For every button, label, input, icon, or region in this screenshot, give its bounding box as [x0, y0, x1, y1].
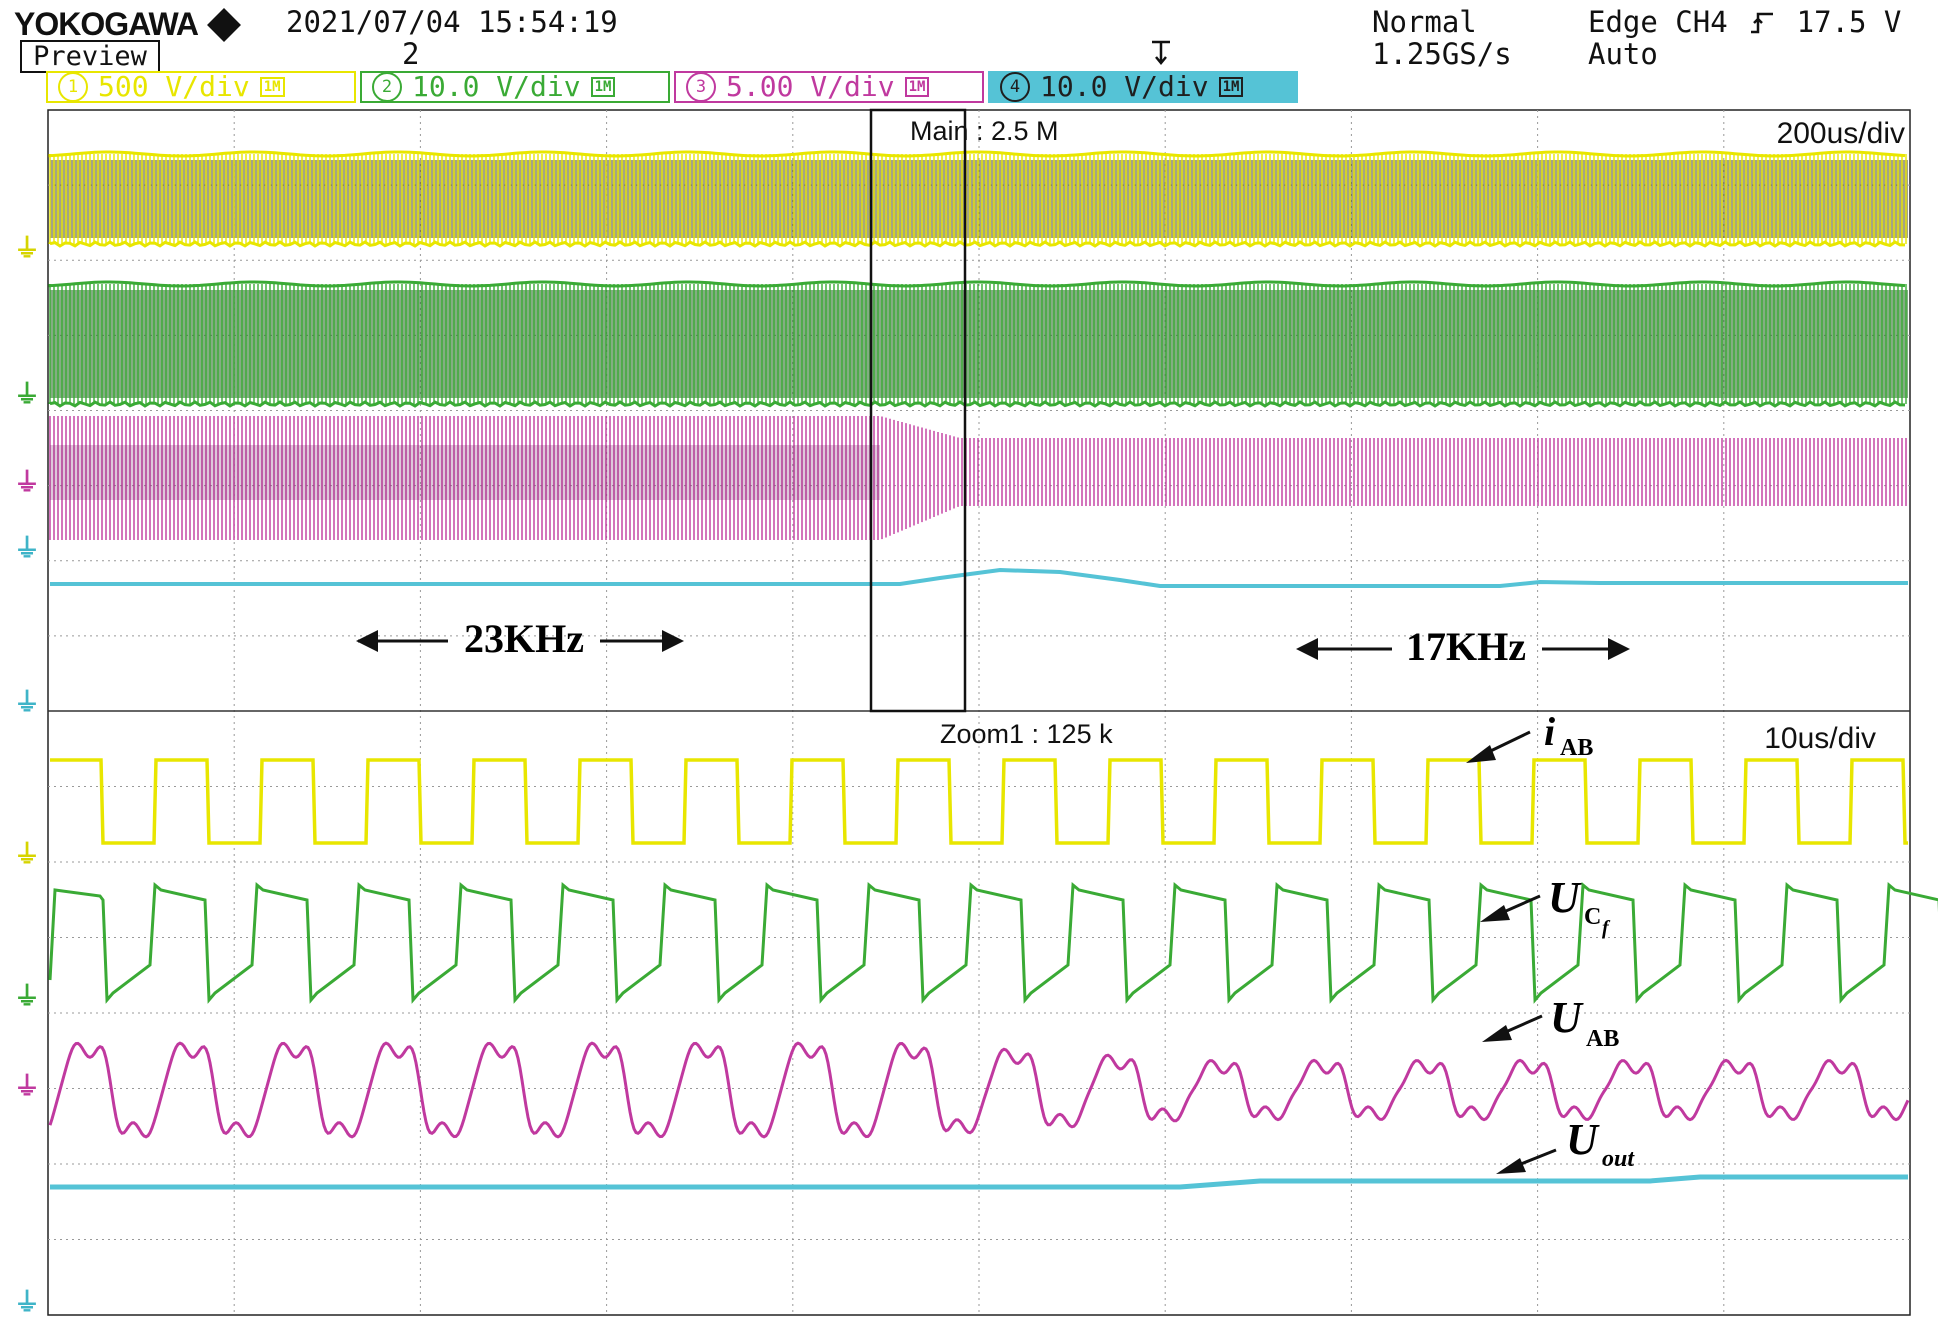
arrow-right-icon: [1608, 638, 1630, 660]
zoom-region-box: [869, 108, 967, 713]
main-trace-ucf: [48, 280, 1908, 408]
zoom-window-traces: [48, 758, 1938, 1190]
bandwidth-badge: 1M: [259, 77, 285, 97]
ground-marker-zoom-ch3[interactable]: ⏚: [14, 1072, 41, 1102]
label-ucf: U C f: [1480, 873, 1611, 939]
label-uout-sub: out: [1602, 1146, 1635, 1172]
trigger-position-icon: [1150, 38, 1172, 72]
label-iab-main: i: [1544, 709, 1555, 754]
ground-marker-ch4[interactable]: ⏚: [14, 534, 41, 564]
ground-marker-zoom-ch2[interactable]: ⏚: [14, 982, 41, 1012]
main-trace-iab: [48, 150, 1908, 248]
main-trace-uab-lines: [49, 416, 1907, 540]
channel-3-scale[interactable]: 3 5.00 V/div 1M: [674, 71, 984, 103]
label-uab-main: U: [1550, 993, 1584, 1042]
sample-rate: 1.25GS/s: [1372, 37, 1512, 71]
trigger-source: Edge CH4: [1588, 5, 1728, 39]
ground-marker-zoom-ch4[interactable]: ⏚: [14, 1288, 41, 1318]
main-trace-iab-envelope-bottom: [48, 240, 1905, 248]
brand-name: YOKOGAWA: [14, 6, 199, 42]
acquisition-mode: Auto: [1588, 37, 1658, 71]
label-uab-sub: AB: [1586, 1026, 1619, 1052]
main-timebase: 200us/div: [1777, 117, 1905, 150]
bandwidth-badge: 1M: [904, 77, 930, 97]
main-trace-uab: [49, 416, 1907, 540]
arrow-left-icon: [356, 630, 378, 652]
label-iab: i AB: [1466, 709, 1593, 763]
zoom-window-label: Zoom1 : 125 k: [940, 719, 1113, 749]
zoom-timebase: 10us/div: [1764, 722, 1876, 755]
label-ucf-subsub: f: [1602, 917, 1611, 939]
main-trace-ucf-envelope-bottom: [48, 400, 1905, 408]
arrow-left-icon: [1296, 638, 1318, 660]
rising-edge-icon: [1751, 12, 1774, 34]
channel-scale-text: 10.0 V/div: [412, 70, 581, 103]
label-ucf-sub: C: [1584, 904, 1601, 930]
channel-number: 4: [1000, 72, 1030, 102]
bandwidth-badge: 1M: [1218, 77, 1244, 97]
label-uout: U out: [1496, 1115, 1635, 1174]
main-window-label: Main : 2.5 M: [910, 116, 1059, 146]
channel-scale-text: 5.00 V/div: [726, 70, 895, 103]
ground-marker-ch4-ref[interactable]: ⏚: [14, 688, 41, 718]
zoom-trace-uab: [48, 1041, 1910, 1139]
freq-right-label: 17KHz: [1406, 624, 1526, 669]
label-iab-sub: AB: [1560, 735, 1593, 761]
channel-4-scale[interactable]: 4 10.0 V/div 1M: [988, 71, 1298, 103]
channel-scale-text: 500 V/div: [98, 70, 250, 103]
arrow-icon: [1482, 1025, 1512, 1042]
label-uab: U AB: [1482, 993, 1619, 1052]
datetime: 2021/07/04 15:54:19: [286, 5, 618, 39]
main-trace-ucf-lines: [49, 284, 1907, 404]
channel-number: 3: [686, 72, 716, 102]
freq-left-label: 23KHz: [464, 616, 584, 661]
channel-scale-text: 10.0 V/div: [1040, 70, 1209, 103]
ground-marker-zoom-ch1[interactable]: ⏚: [14, 840, 41, 870]
zoom-trace-uout: [50, 1174, 1908, 1190]
trigger-level: 17.5 V: [1796, 5, 1902, 39]
main-trace-iab-envelope-top: [48, 150, 1906, 158]
channel-2-scale[interactable]: 2 10.0 V/div 1M: [360, 71, 670, 103]
freq-annotation-left: 23KHz: [356, 616, 684, 661]
record-number: 2: [402, 37, 420, 71]
ground-marker-ch3[interactable]: ⏚: [14, 468, 41, 498]
trigger-setting: Edge CH4 17.5 V: [1588, 6, 1901, 38]
channel-number: 1: [58, 72, 88, 102]
freq-annotation-right: 17KHz: [1296, 624, 1630, 669]
zoom-trace-ucf: [48, 881, 1938, 1004]
channel-1-scale[interactable]: 1 500 V/div 1M: [46, 71, 356, 103]
trigger-mode: Normal: [1372, 5, 1477, 39]
label-uout-main: U: [1566, 1115, 1600, 1164]
arrow-icon: [1480, 905, 1510, 922]
arrow-icon: [1496, 1158, 1526, 1174]
brand-logo: YOKOGAWA: [14, 6, 241, 43]
bandwidth-badge: 1M: [590, 77, 616, 97]
main-trace-uout: [50, 567, 1908, 588]
main-trace-ucf-envelope-top: [48, 280, 1906, 288]
main-window-traces: [48, 150, 1908, 588]
channel-number: 2: [372, 72, 402, 102]
main-trace-uab-fill: [50, 445, 880, 500]
arrow-right-icon: [662, 630, 684, 652]
label-ucf-main: U: [1548, 873, 1582, 922]
arrow-icon: [1466, 745, 1496, 763]
main-trace-iab-lines: [49, 154, 1907, 244]
ground-marker-ch2[interactable]: ⏚: [14, 380, 41, 410]
ground-marker-ch1[interactable]: ⏚: [14, 234, 41, 264]
zoom-trace-iab: [50, 758, 1908, 845]
